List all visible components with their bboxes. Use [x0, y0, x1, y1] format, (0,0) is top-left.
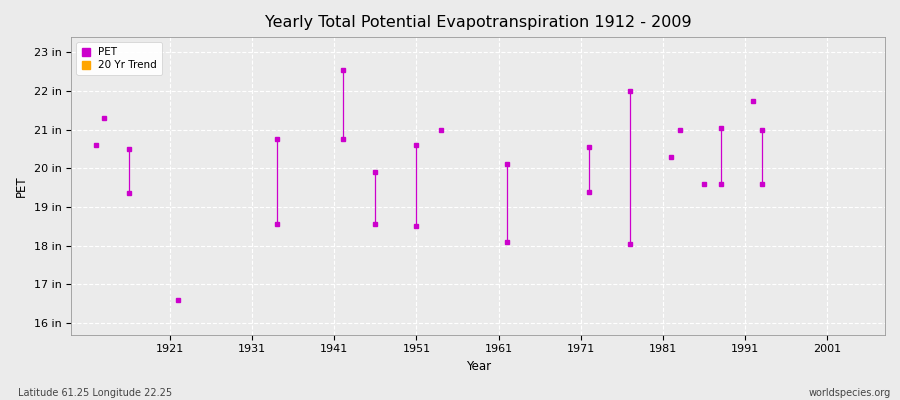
Legend: PET, 20 Yr Trend: PET, 20 Yr Trend — [76, 42, 162, 76]
Text: Latitude 61.25 Longitude 22.25: Latitude 61.25 Longitude 22.25 — [18, 388, 172, 398]
Text: worldspecies.org: worldspecies.org — [809, 388, 891, 398]
Title: Yearly Total Potential Evapotranspiration 1912 - 2009: Yearly Total Potential Evapotranspiratio… — [265, 15, 691, 30]
Y-axis label: PET: PET — [15, 175, 28, 196]
X-axis label: Year: Year — [465, 360, 491, 373]
